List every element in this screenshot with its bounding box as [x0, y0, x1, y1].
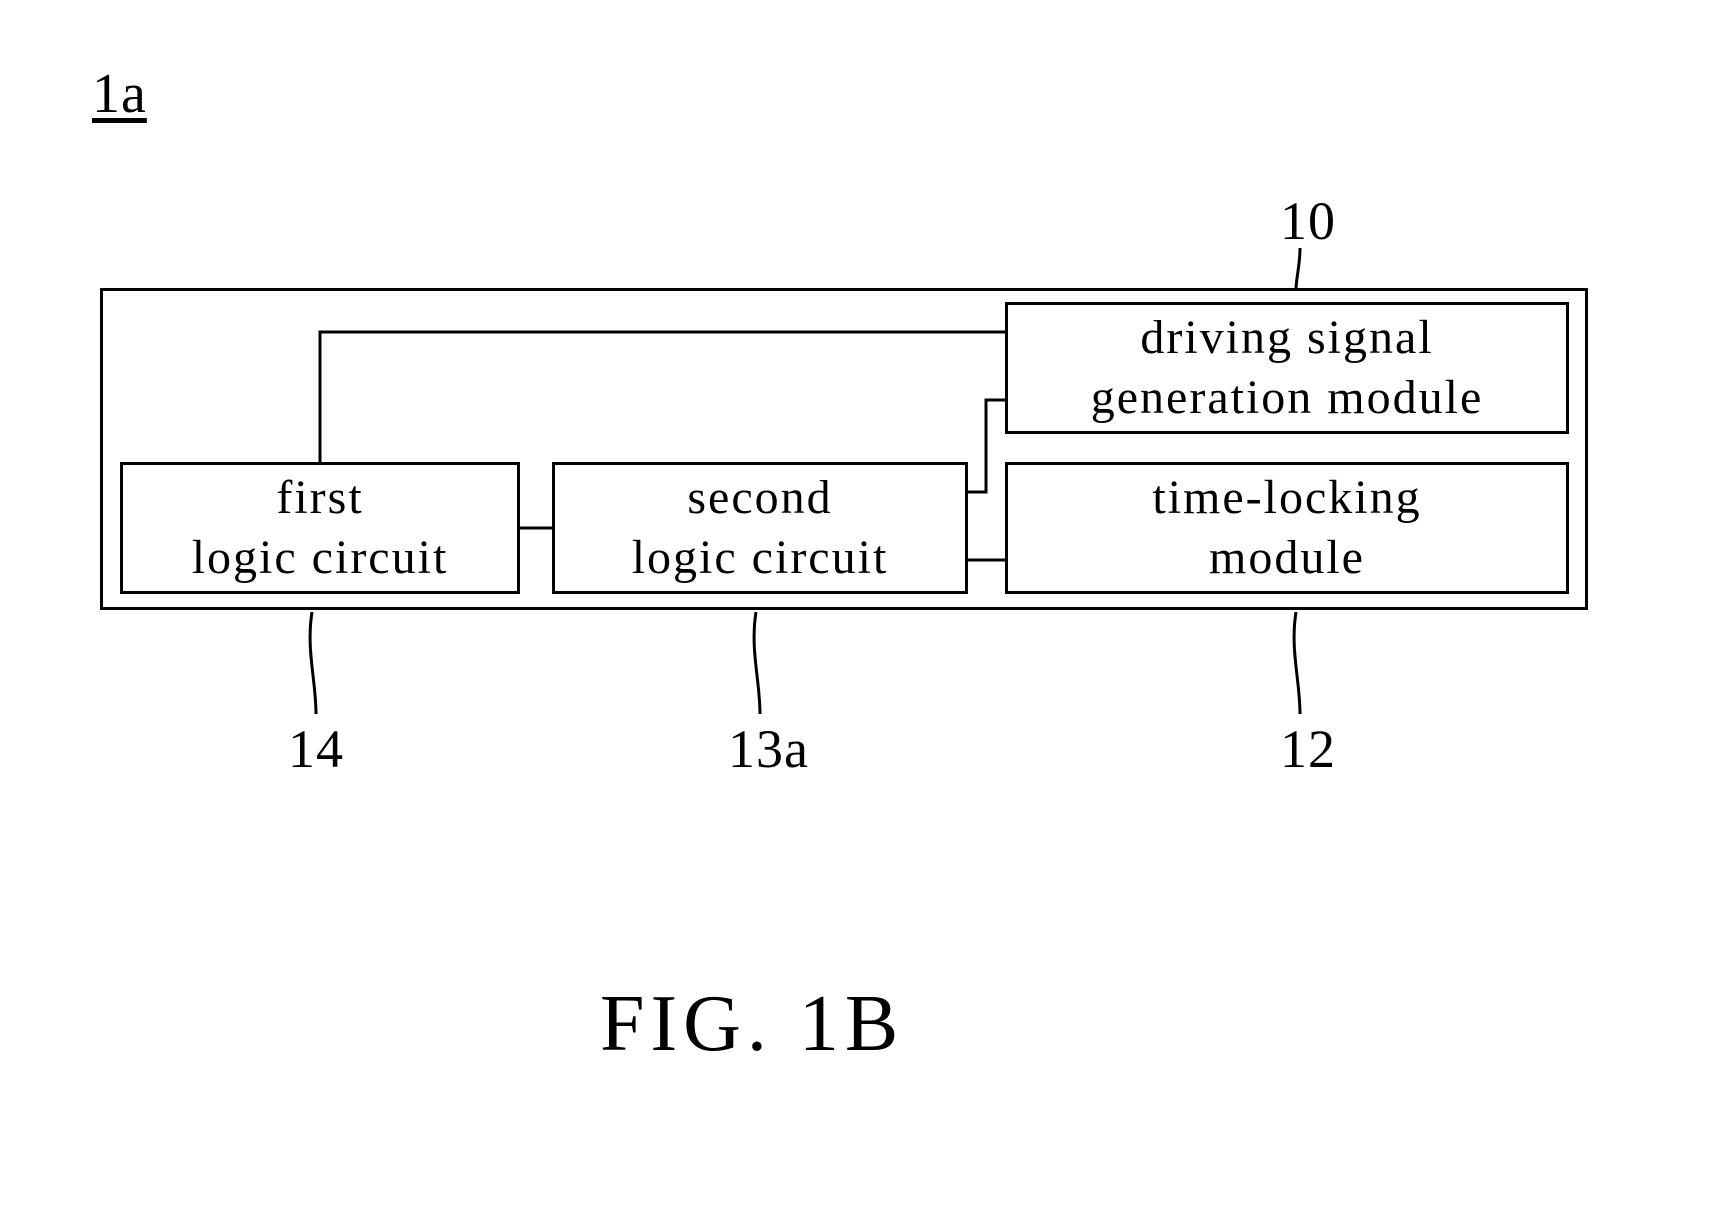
connector-second-driving [968, 400, 1005, 492]
leader-14 [310, 612, 316, 714]
connector-first-driving [320, 332, 1005, 462]
leader-13a [754, 612, 760, 714]
connectors-svg [0, 0, 1716, 1209]
diagram-stage: 1a driving signal generation module time… [0, 0, 1716, 1209]
leader-10 [1296, 248, 1300, 290]
leader-12 [1294, 612, 1300, 714]
